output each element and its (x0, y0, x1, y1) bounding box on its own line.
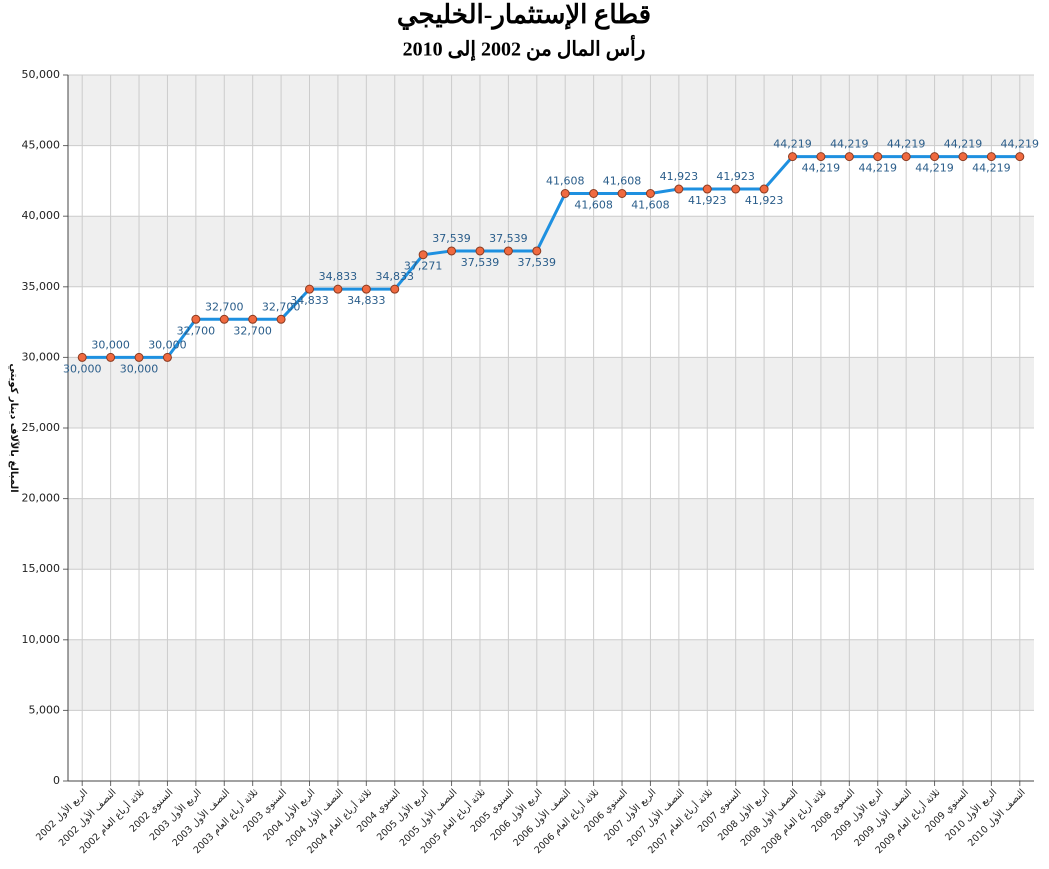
point (106, 352, 116, 362)
point (532, 246, 542, 256)
value-label: 37,539 (461, 256, 500, 269)
point (617, 188, 627, 198)
value-label: 41,608 (574, 198, 613, 211)
point (674, 184, 684, 194)
y-axis-title: المبالغ بالآلاف دينار كويتي (8, 363, 20, 492)
value-label: 41,923 (688, 194, 727, 207)
point (447, 246, 457, 256)
value-label: 32,700 (177, 324, 216, 337)
value-label: 30,000 (148, 338, 187, 351)
point (162, 352, 172, 362)
point (702, 184, 712, 194)
point (333, 284, 343, 294)
value-label: 41,923 (716, 170, 755, 183)
point (816, 152, 826, 162)
x-tick-label: الربع الأول 2007 (602, 786, 659, 843)
value-label: 44,219 (1001, 138, 1040, 151)
value-label: 37,539 (518, 256, 557, 269)
grid-band (68, 216, 1034, 287)
y-tick-label: 20,000 (22, 492, 61, 505)
point (731, 184, 741, 194)
value-label: 44,219 (858, 162, 897, 175)
y-tick-label: 30,000 (22, 350, 61, 363)
point (191, 314, 201, 324)
value-label: 37,539 (489, 232, 528, 245)
y-tick-label: 45,000 (22, 139, 61, 152)
value-label: 37,271 (404, 260, 443, 273)
value-label: 30,000 (91, 338, 130, 351)
value-label: 34,833 (290, 294, 329, 307)
point (986, 152, 996, 162)
value-label: 44,219 (830, 138, 869, 151)
grid-band (68, 639, 1034, 711)
value-label: 44,219 (944, 138, 983, 151)
grid-band (68, 75, 1034, 146)
point (134, 352, 144, 362)
point (645, 188, 655, 198)
point (503, 246, 513, 256)
y-tick-label: 50,000 (22, 68, 61, 81)
x-tick-label: الربع الأول 2006 (488, 786, 545, 843)
point (475, 246, 485, 256)
y-tick-label: 0 (53, 774, 60, 787)
x-tick-label: الربع الأول 2005 (374, 786, 431, 843)
x-tick-label: الربع الأول 2008 (715, 786, 772, 843)
value-label: 34,833 (319, 270, 358, 283)
value-label: 44,219 (972, 162, 1011, 175)
grid-band (68, 498, 1034, 570)
chart-title: قطاع الإستثمار-الخليجي (397, 0, 651, 30)
point (958, 152, 968, 162)
value-label: 44,219 (773, 138, 812, 151)
x-tick-label: الربع الأول 2004 (261, 786, 318, 843)
grid-band (68, 357, 1034, 428)
value-label: 30,000 (63, 362, 102, 375)
y-tick-label: 15,000 (22, 562, 61, 575)
value-label: 32,700 (233, 324, 272, 337)
point (589, 188, 599, 198)
value-label: 44,219 (887, 138, 926, 151)
point (248, 314, 258, 324)
point (844, 152, 854, 162)
chart-subtitle: رأس المال من 2002 إلى 2010 (403, 35, 646, 62)
value-label: 30,000 (120, 362, 159, 375)
y-tick-label: 5,000 (29, 703, 61, 716)
y-tick-label: 25,000 (22, 421, 61, 434)
point (930, 152, 940, 162)
value-label: 41,923 (745, 194, 784, 207)
value-label: 41,608 (631, 198, 670, 211)
x-tick-label: الربع الأول 2002 (33, 786, 90, 843)
value-label: 44,219 (915, 162, 954, 175)
point (77, 352, 87, 362)
point (901, 152, 911, 162)
value-label: 41,608 (603, 174, 642, 187)
value-label: 44,219 (802, 162, 841, 175)
point (361, 284, 371, 294)
value-label: 41,923 (660, 170, 699, 183)
point (759, 184, 769, 194)
value-label: 41,608 (546, 174, 585, 187)
value-label: 32,700 (205, 300, 244, 313)
value-label: 34,833 (347, 294, 386, 307)
x-tick-label: الربع الأول 2010 (943, 786, 1000, 843)
point (560, 188, 570, 198)
x-tick-label: الربع الأول 2009 (829, 786, 886, 843)
point (219, 314, 229, 324)
point (276, 314, 286, 324)
point (1015, 152, 1025, 162)
y-tick-label: 10,000 (22, 633, 61, 646)
point (418, 250, 428, 260)
value-label: 34,833 (375, 270, 414, 283)
point (873, 152, 883, 162)
point (788, 152, 797, 162)
value-label: 37,539 (432, 232, 471, 245)
x-tick-label: الربع الأول 2003 (147, 786, 204, 843)
point (305, 284, 314, 294)
point (390, 284, 400, 294)
y-tick-label: 35,000 (22, 280, 61, 293)
line (82, 155, 1020, 359)
value-label: 32,700 (262, 300, 301, 313)
y-tick-label: 40,000 (22, 209, 61, 222)
